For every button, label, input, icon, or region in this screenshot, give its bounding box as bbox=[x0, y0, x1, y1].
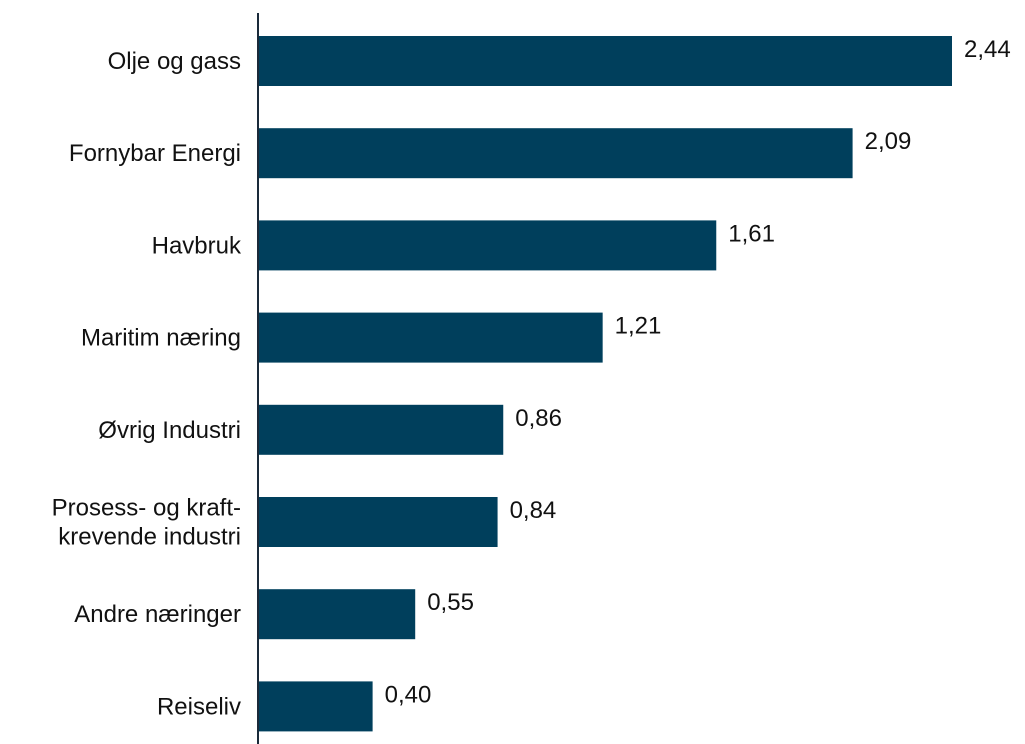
category-label: Olje og gass bbox=[108, 48, 241, 75]
bars-group bbox=[259, 36, 952, 732]
value-label: 0,55 bbox=[427, 589, 474, 616]
value-label: 1,21 bbox=[615, 313, 662, 340]
category-label: Øvrig Industri bbox=[98, 417, 241, 444]
bar bbox=[259, 36, 952, 86]
category-label: Fornybar Energi bbox=[69, 140, 241, 167]
category-label: Prosess- og kraft-krevende industri bbox=[52, 495, 241, 551]
bar bbox=[259, 220, 717, 271]
bar bbox=[259, 497, 498, 547]
value-label: 0,86 bbox=[515, 405, 562, 432]
category-label: Reiseliv bbox=[157, 693, 241, 720]
bar bbox=[259, 404, 504, 455]
bar bbox=[259, 681, 373, 732]
bar bbox=[259, 589, 416, 640]
category-label: Havbruk bbox=[152, 232, 242, 259]
value-labels-group: 2,44 2,09 1,61 1,21 0,86 0,84 0,55 0,40 bbox=[385, 36, 1011, 708]
value-label: 0,84 bbox=[510, 497, 557, 524]
bar bbox=[259, 128, 853, 179]
bar bbox=[259, 312, 603, 363]
value-label: 0,40 bbox=[385, 681, 432, 708]
category-labels-group: Olje og gass Fornybar Energi Havbruk Mariti… bbox=[52, 48, 242, 720]
category-label: Maritim næring bbox=[81, 325, 241, 352]
value-label: 2,44 bbox=[964, 36, 1011, 63]
value-label: 1,61 bbox=[728, 220, 775, 247]
category-label: Andre næringer bbox=[74, 601, 241, 628]
value-label: 2,09 bbox=[865, 128, 912, 155]
